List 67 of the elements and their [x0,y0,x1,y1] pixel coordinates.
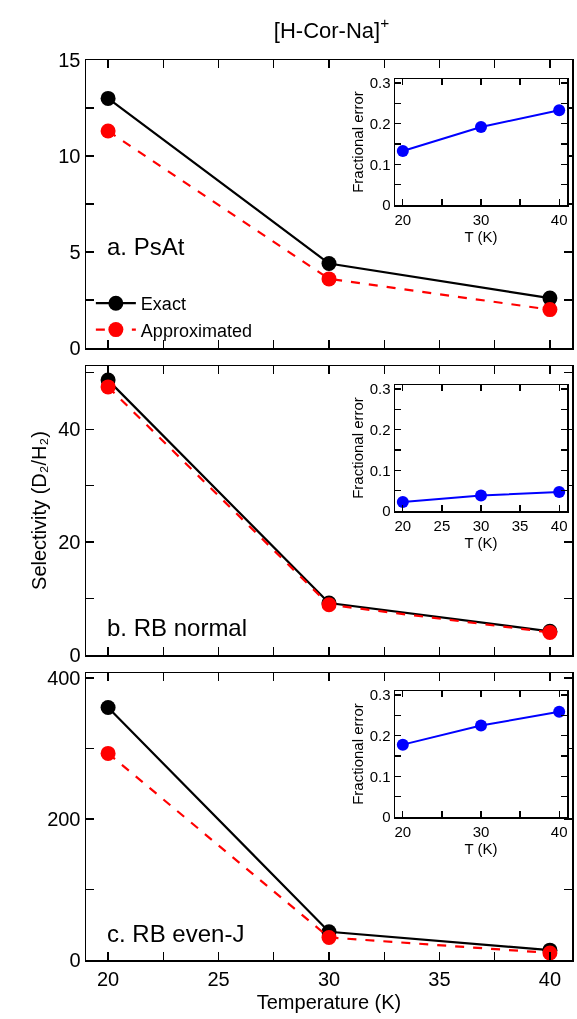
x-axis-title: T (K) [464,839,498,857]
chart-title: [H-Cor-Na]$^{+}$ [273,14,390,43]
annotation: b. RB normal [107,614,248,641]
x-tick-label: 20 [394,822,412,840]
x-tick-label: 30 [472,822,490,840]
y-tick-label: 0 [69,337,81,359]
point [321,271,337,287]
x-tick-label: 30 [472,210,490,228]
y-axis-title: Fractional error [349,397,367,499]
point [321,256,337,272]
x-tick-label: 40 [538,967,562,990]
y-tick-label: 0 [69,644,81,666]
legend-label: Exact [140,294,186,315]
x-tick-label: 40 [550,516,568,534]
point [475,719,487,732]
x-tick-label: 35 [511,516,529,534]
annotation: a. PsAt [107,233,185,260]
annotation: c. RB even-J [107,920,245,947]
point [100,123,116,139]
y-tick-label: 15 [58,49,81,71]
y-tick-label: 0 [382,502,391,520]
x-tick-label: 20 [394,210,412,228]
x-axis-title: Temperature (K) [256,990,402,1013]
point [100,379,116,395]
y-tick-label: 400 [47,666,81,689]
x-tick-label: 30 [317,967,341,990]
y-tick-label: 0 [382,196,391,214]
y-tick-label: 0.3 [369,380,391,398]
y-tick-label: 0.1 [369,155,391,173]
y-tick-label: 0 [69,949,81,971]
x-tick-label: 40 [550,210,568,228]
y-tick-label: 20 [58,531,81,554]
y-axis-title: Selectivity (D₂/H₂) [28,431,50,590]
x-tick-label: 30 [472,516,490,534]
y-tick-label: 0.3 [369,74,391,92]
point [396,144,409,157]
point [553,104,566,117]
x-tick-label: 35 [428,967,451,990]
y-axis-title: Fractional error [349,703,367,805]
y-tick-label: 0 [382,808,391,826]
x-axis-title: T (K) [464,533,498,551]
y-tick-label: 0.2 [369,114,391,132]
y-axis-title: Fractional error [349,91,367,193]
y-tick-label: 40 [58,418,81,441]
point [542,302,558,318]
point [100,745,116,761]
point [100,90,116,106]
point [396,738,409,751]
y-tick-label: 0.2 [369,420,391,438]
y-tick-label: 0.2 [369,726,391,744]
y-tick-label: 200 [47,807,81,830]
y-tick-label: 0.1 [369,461,391,479]
y-tick-label: 5 [69,241,81,263]
point [321,929,337,945]
x-tick-label: 25 [433,516,451,534]
point [100,700,116,716]
x-tick-label: 40 [550,822,568,840]
point [475,120,487,133]
x-tick-label: 20 [394,516,412,534]
y-tick-label: 0.3 [369,686,391,704]
x-tick-label: 25 [207,967,230,990]
x-axis-title: T (K) [464,227,498,245]
legend-label: Approximated [140,320,252,341]
x-tick-label: 20 [96,967,120,990]
y-tick-label: 10 [58,145,81,167]
y-tick-label: 0.1 [369,767,391,785]
point [553,705,566,718]
